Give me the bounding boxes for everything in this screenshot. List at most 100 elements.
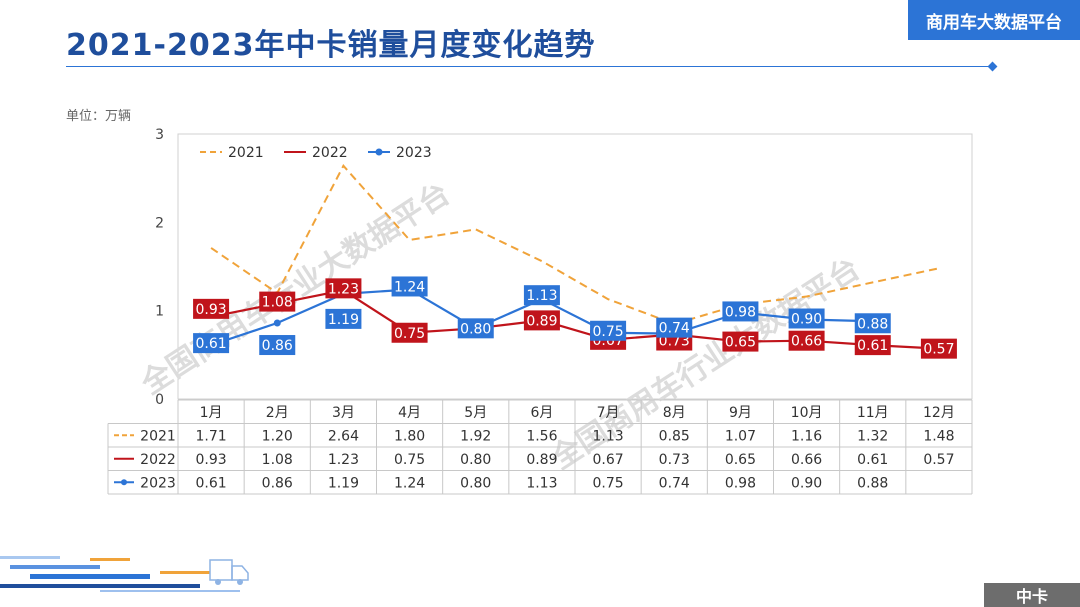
data-label-2022: 1.23 xyxy=(328,281,359,297)
data-label-2022: 0.93 xyxy=(195,302,226,318)
x-tick-label: 2月 xyxy=(266,405,289,421)
table-cell-2023: 0.88 xyxy=(857,476,888,492)
y-tick-label: 3 xyxy=(155,127,164,143)
table-cell-2022: 0.61 xyxy=(857,452,888,468)
table-cell-2022: 0.57 xyxy=(923,452,954,468)
data-label-2023: 0.80 xyxy=(460,321,491,337)
table-cell-2021: 1.56 xyxy=(526,429,557,445)
legend-label-2021: 2021 xyxy=(228,145,264,161)
page-title: 2021-2023年中卡销量月度变化趋势 xyxy=(66,28,596,63)
data-label-2023: 0.74 xyxy=(659,321,690,337)
title-divider xyxy=(66,66,994,67)
table-cell-2021: 1.80 xyxy=(394,429,425,445)
x-tick-label: 11月 xyxy=(857,405,889,421)
data-label-2022: 0.75 xyxy=(394,326,425,342)
table-row-label: 2021 xyxy=(140,429,176,445)
y-tick-label: 0 xyxy=(155,392,164,408)
data-label-2023-box xyxy=(656,317,693,338)
data-label-2022: 0.66 xyxy=(791,334,822,350)
table-cell-2022: 0.66 xyxy=(791,452,822,468)
data-label-2022: 0.57 xyxy=(923,342,954,358)
data-label-2023: 0.61 xyxy=(195,336,226,352)
category-tag: 中卡 xyxy=(984,583,1080,607)
table-cell-2021: 1.71 xyxy=(195,429,226,445)
data-label-2023-box xyxy=(391,276,428,297)
table-cell-2022: 0.73 xyxy=(659,452,690,468)
x-tick-label: 8月 xyxy=(663,405,686,421)
data-label-2023: 1.19 xyxy=(328,312,359,328)
x-tick-label: 5月 xyxy=(464,405,487,421)
point-2023 xyxy=(273,319,281,327)
table-cell-2023: 0.80 xyxy=(460,476,491,492)
table-cell-2022: 1.23 xyxy=(328,452,359,468)
data-label-2022-box xyxy=(788,330,825,351)
table-cell-2023: 1.24 xyxy=(394,476,425,492)
unit-label: 单位：万辆 xyxy=(66,109,132,124)
x-tick-label: 6月 xyxy=(530,405,553,421)
data-label-2022-box xyxy=(259,291,296,312)
legend-label-2023: 2023 xyxy=(396,145,432,161)
data-label-2023: 1.24 xyxy=(394,279,425,295)
legend-label-2022: 2022 xyxy=(312,145,348,161)
table-cell-2022: 0.75 xyxy=(394,452,425,468)
data-label-2023-box xyxy=(259,335,296,356)
table-cell-2022: 1.08 xyxy=(262,452,293,468)
legend: 2021 2022 2023 xyxy=(200,145,432,161)
table-cell-2023: 0.90 xyxy=(791,476,822,492)
y-tick-label: 1 xyxy=(155,304,164,320)
data-label-2023-box xyxy=(523,285,560,306)
table-cell-2023: 0.86 xyxy=(262,476,293,492)
data-label-2022-box xyxy=(193,298,230,319)
x-tick-label: 9月 xyxy=(729,405,752,421)
table-cell-2021: 0.85 xyxy=(659,429,690,445)
plot-area xyxy=(177,133,973,400)
data-label-2022: 0.61 xyxy=(857,338,888,354)
table-cell-2021: 1.48 xyxy=(923,429,954,445)
x-tick-label: 7月 xyxy=(597,405,620,421)
data-label-2023-box xyxy=(590,320,627,341)
data-label-2022-box xyxy=(325,278,362,299)
data-label-2023: 0.88 xyxy=(857,316,888,332)
table-cell-2022: 0.67 xyxy=(592,452,623,468)
table-cell-2023: 0.98 xyxy=(725,476,756,492)
data-label-2023-box xyxy=(457,318,494,339)
table-cell-2021: 1.13 xyxy=(592,429,623,445)
x-tick-label: 12月 xyxy=(923,405,955,421)
data-label-2022-box xyxy=(920,338,957,359)
data-label-2023-box xyxy=(193,333,230,354)
table-cell-2023: 1.19 xyxy=(328,476,359,492)
data-label-2023: 0.90 xyxy=(791,312,822,328)
table-row-label: 2023 xyxy=(140,476,176,492)
data-label-2023: 0.98 xyxy=(725,304,756,320)
table-cell-2021: 2.64 xyxy=(328,429,359,445)
x-tick-label: 10月 xyxy=(791,405,823,421)
data-label-2023-box xyxy=(325,308,362,329)
table-cell-2022: 0.65 xyxy=(725,452,756,468)
table-cell-2022: 0.89 xyxy=(526,452,557,468)
data-label-2023: 0.75 xyxy=(592,324,623,340)
table-cell-2022: 0.80 xyxy=(460,452,491,468)
data-label-2023: 0.86 xyxy=(262,338,293,354)
series-line-2021 xyxy=(210,164,940,325)
data-label-2022-box xyxy=(523,310,560,331)
table-cell-2021: 1.32 xyxy=(857,429,888,445)
data-label-2022: 1.08 xyxy=(262,295,293,311)
legend-marker-2023 xyxy=(375,148,383,156)
data-label-2023-box xyxy=(854,313,891,334)
table-cell-2021: 1.92 xyxy=(460,429,491,445)
table-row-label: 2022 xyxy=(140,452,176,468)
table-cell-2021: 1.20 xyxy=(262,429,293,445)
x-tick-label: 1月 xyxy=(200,405,223,421)
y-tick-label: 2 xyxy=(155,215,164,231)
truck-decoration xyxy=(0,556,249,592)
table-cell-2022: 0.93 xyxy=(195,452,226,468)
table-cell-2021: 1.07 xyxy=(725,429,756,445)
table-cell-2023: 0.74 xyxy=(659,476,690,492)
table-cell-2023: 1.13 xyxy=(526,476,557,492)
table-cell-2023: 0.75 xyxy=(592,476,623,492)
data-label-2022-box xyxy=(722,331,759,352)
data-label-2022: 0.65 xyxy=(725,335,756,351)
data-label-2023: 1.13 xyxy=(526,288,557,304)
table-cell-2023: 0.61 xyxy=(195,476,226,492)
